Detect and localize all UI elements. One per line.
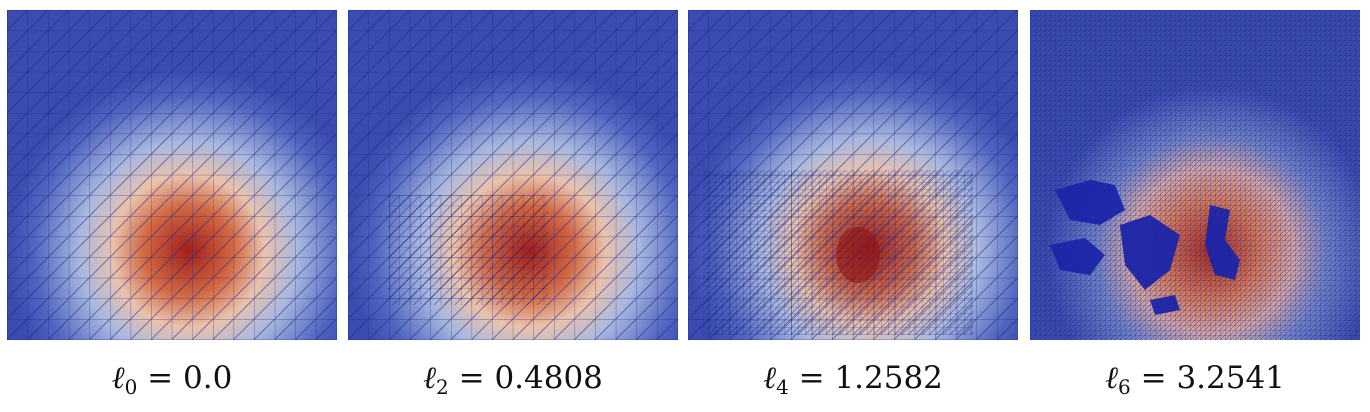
triangular-mesh — [1030, 10, 1360, 340]
mesh-plot-l6 — [1030, 10, 1360, 340]
caption-subscript: 2 — [436, 375, 449, 399]
caption-operator: = — [458, 360, 485, 396]
mesh-plot-l2 — [348, 10, 678, 340]
caption-l6: ℓ6 = 3.2541 — [1030, 358, 1360, 399]
caption-value: 0.0 — [183, 360, 233, 396]
hot-spot — [836, 227, 880, 283]
mesh-panel-l0 — [7, 10, 337, 340]
caption-l2: ℓ2 = 0.4808 — [348, 358, 678, 399]
caption-subscript: 4 — [776, 375, 789, 399]
caption-operator: = — [147, 360, 174, 396]
caption-symbol: ℓ — [111, 360, 125, 396]
caption-subscript: 0 — [124, 375, 138, 399]
triangular-mesh — [7, 10, 337, 340]
caption-operator: = — [798, 360, 825, 396]
refined-mesh-region — [388, 195, 548, 305]
caption-value: 1.2582 — [834, 360, 943, 396]
mesh-panel-l4 — [688, 10, 1018, 340]
mesh-panel-l2 — [348, 10, 678, 340]
caption-l4: ℓ4 = 1.2582 — [688, 358, 1018, 399]
caption-subscript: 6 — [1118, 375, 1131, 399]
mesh-plot-l4 — [688, 10, 1018, 340]
caption-value: 3.2541 — [1176, 360, 1285, 396]
caption-symbol: ℓ — [763, 360, 776, 396]
caption-l0: ℓ0 = 0.0 — [7, 358, 337, 399]
mesh-plot-l0 — [7, 10, 337, 340]
caption-symbol: ℓ — [423, 360, 436, 396]
caption-operator: = — [1140, 360, 1167, 396]
mesh-panel-l6 — [1030, 10, 1360, 340]
caption-value: 0.4808 — [494, 360, 603, 396]
unstable-regions — [1050, 180, 1240, 315]
caption-symbol: ℓ — [1105, 360, 1118, 396]
